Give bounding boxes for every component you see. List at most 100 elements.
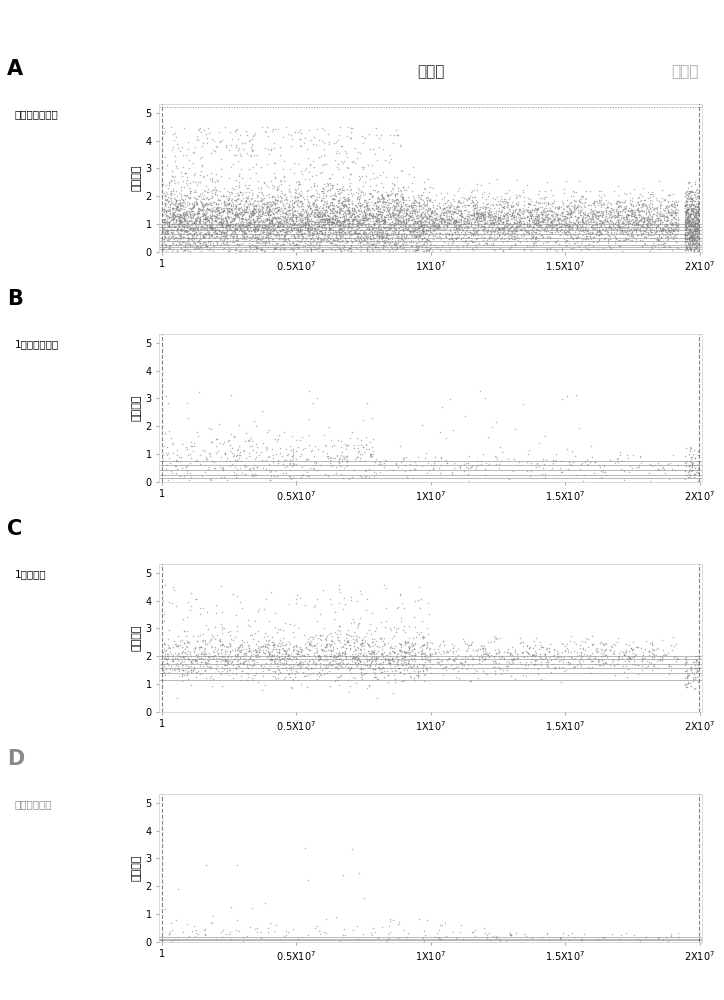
Point	[626, 197, 637, 213]
Point	[169, 633, 180, 649]
Point	[568, 235, 579, 251]
Point	[164, 213, 176, 229]
Point	[620, 650, 632, 666]
Point	[627, 645, 639, 661]
Point	[567, 230, 578, 246]
Point	[269, 221, 280, 237]
Point	[364, 206, 376, 222]
Point	[424, 240, 436, 256]
Point	[619, 200, 631, 216]
Point	[342, 119, 353, 135]
Point	[170, 657, 182, 673]
Point	[688, 442, 699, 458]
Point	[521, 203, 532, 219]
Point	[329, 214, 340, 230]
Point	[320, 188, 332, 204]
Point	[182, 658, 194, 674]
Point	[480, 455, 492, 471]
Point	[657, 632, 668, 648]
Point	[203, 201, 215, 217]
Point	[298, 664, 309, 680]
Point	[361, 231, 373, 247]
Point	[235, 148, 247, 164]
Point	[299, 225, 311, 241]
Point	[443, 210, 455, 226]
Point	[279, 192, 290, 208]
Point	[514, 213, 526, 229]
Point	[396, 207, 408, 223]
Point	[259, 196, 271, 212]
Point	[304, 460, 316, 476]
Point	[379, 651, 390, 667]
Point	[287, 204, 299, 220]
Point	[623, 202, 634, 218]
Point	[375, 229, 387, 245]
Point	[294, 176, 306, 192]
Point	[251, 212, 263, 228]
Point	[418, 216, 429, 232]
Point	[269, 653, 280, 669]
Point	[342, 452, 353, 468]
Point	[537, 229, 549, 245]
Point	[346, 195, 358, 211]
Point	[479, 203, 490, 219]
Point	[489, 211, 500, 227]
Point	[560, 215, 571, 231]
Point	[277, 236, 289, 252]
Point	[201, 226, 212, 242]
Point	[446, 226, 458, 242]
Point	[267, 243, 279, 259]
Point	[575, 203, 586, 219]
Point	[548, 204, 560, 220]
Point	[226, 234, 237, 250]
Point	[230, 147, 242, 163]
Point	[399, 231, 411, 247]
Point	[261, 227, 272, 243]
Point	[295, 187, 306, 203]
Point	[423, 243, 434, 259]
Point	[197, 215, 209, 231]
Point	[537, 235, 549, 251]
Point	[238, 227, 250, 243]
Point	[176, 668, 188, 684]
Point	[658, 461, 670, 477]
Point	[683, 229, 695, 245]
Point	[195, 639, 207, 655]
Point	[649, 225, 661, 241]
Point	[238, 230, 250, 246]
Point	[327, 633, 338, 649]
Point	[686, 187, 697, 203]
Point	[390, 656, 401, 672]
Point	[301, 646, 313, 662]
Point	[300, 218, 311, 234]
Point	[605, 224, 616, 240]
Point	[576, 195, 588, 211]
Point	[169, 650, 180, 666]
Point	[385, 238, 397, 254]
Point	[688, 231, 699, 247]
Point	[327, 643, 339, 659]
Point	[429, 222, 441, 238]
Point	[432, 220, 444, 236]
Point	[400, 218, 411, 234]
Point	[494, 215, 505, 231]
Point	[405, 234, 417, 250]
Point	[326, 179, 337, 195]
Point	[272, 218, 283, 234]
Point	[426, 203, 438, 219]
Point	[652, 217, 663, 233]
Point	[201, 204, 213, 220]
Point	[252, 654, 264, 670]
Point	[572, 213, 584, 229]
Point	[343, 240, 355, 256]
Point	[424, 227, 435, 243]
Point	[683, 234, 694, 250]
Point	[680, 677, 691, 693]
Point	[226, 226, 237, 242]
Point	[397, 192, 409, 208]
Point	[193, 225, 204, 241]
Point	[415, 211, 426, 227]
Point	[358, 230, 370, 246]
Point	[502, 653, 513, 669]
Point	[223, 195, 235, 211]
